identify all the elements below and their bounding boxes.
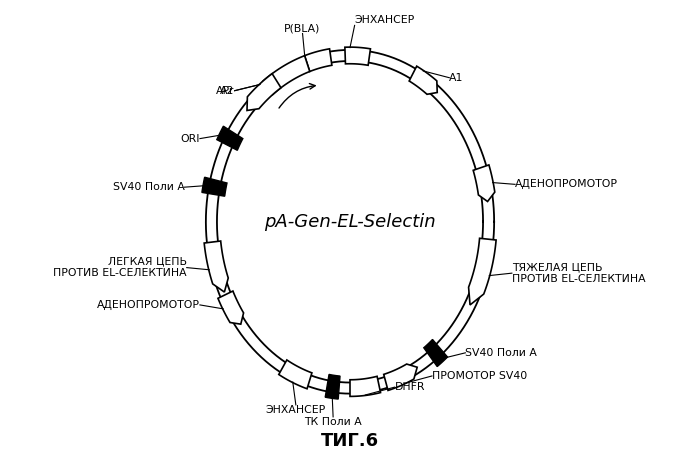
Polygon shape [304, 49, 332, 72]
Polygon shape [424, 340, 447, 366]
Text: ЭНХАНСЕР: ЭНХАНСЕР [266, 405, 326, 415]
Text: APr: APr [216, 85, 235, 96]
Text: ЛЕГКАЯ ЦЕПЬ
ПРОТИВ EL-СЕЛЕКТИНА: ЛЕГКАЯ ЦЕПЬ ПРОТИВ EL-СЕЛЕКТИНА [53, 257, 187, 279]
Polygon shape [345, 47, 370, 65]
Polygon shape [279, 360, 312, 389]
Text: ТЯЖЕЛАЯ ЦЕПЬ
ПРОТИВ EL-СЕЛЕКТИНА: ТЯЖЕЛАЯ ЦЕПЬ ПРОТИВ EL-СЕЛЕКТИНА [512, 262, 645, 284]
Text: ПРОМОТОР SV40: ПРОМОТОР SV40 [432, 371, 527, 381]
Polygon shape [247, 73, 281, 110]
Polygon shape [204, 241, 228, 292]
Polygon shape [409, 66, 438, 94]
Text: ΤИГ.6: ΤИГ.6 [321, 432, 379, 450]
Text: A1: A1 [449, 73, 463, 83]
Polygon shape [384, 364, 417, 390]
Text: ORI: ORI [181, 134, 200, 144]
Polygon shape [217, 126, 243, 150]
Text: DHFR: DHFR [395, 382, 425, 392]
Text: ТК Поли A: ТК Поли A [304, 417, 362, 427]
Polygon shape [473, 165, 495, 201]
Text: ЭНХАНСЕР: ЭНХАНСЕР [355, 15, 415, 25]
Text: SV40 Поли A: SV40 Поли A [466, 348, 537, 358]
Text: АДЕНОПРОМОТОР: АДЕНОПРОМОТОР [515, 179, 618, 189]
Text: A2: A2 [220, 85, 234, 96]
Polygon shape [202, 177, 227, 196]
Polygon shape [326, 374, 340, 399]
Text: pA-Gen-EL-Selectin: pA-Gen-EL-Selectin [264, 213, 436, 231]
Polygon shape [350, 377, 381, 396]
Text: АДЕНОПРОМОТОР: АДЕНОПРОМОТОР [97, 300, 200, 310]
Text: P(BLA): P(BLA) [284, 24, 321, 34]
Text: SV40 Поли A: SV40 Поли A [113, 182, 184, 192]
Polygon shape [258, 56, 309, 98]
Polygon shape [468, 238, 496, 305]
Polygon shape [218, 291, 244, 324]
